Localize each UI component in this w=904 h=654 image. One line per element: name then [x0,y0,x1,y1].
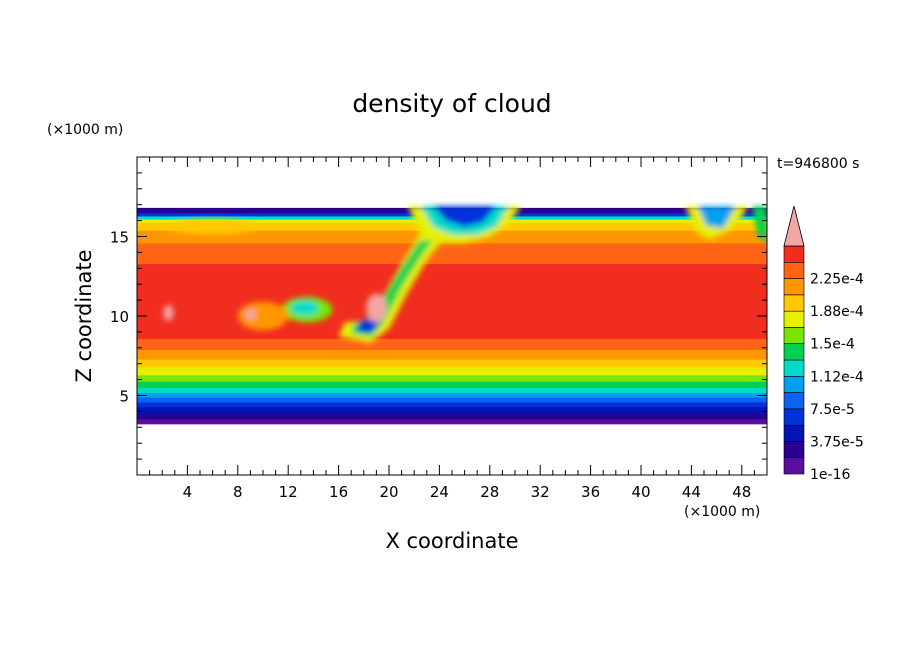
x-tick-label: 40 [631,483,650,501]
y-tick-label: 15 [110,229,129,247]
extreme-spot-1 [366,293,387,323]
x-axis-label: X coordinate [385,529,518,553]
x-tick-label: 24 [430,483,449,501]
y-unit-label: (×1000 m) [47,122,123,138]
x-tick-label: 32 [531,483,550,501]
colorbar-swatch [783,327,805,345]
colorbar-label: 1.12e-4 [810,369,864,385]
field-band-0 [137,412,767,420]
x-tick-label: 8 [233,483,243,501]
colorbar-swatch [783,359,805,377]
field-band-13 [137,242,767,265]
field-band-2 [137,401,767,408]
x-tick-label: 36 [581,483,600,501]
field-band-11 [137,338,767,350]
colorbar: 1e-16 3.75e-5 7.5e-5 1.12e-4 1.5e-4 1.88e-4 2.… [783,205,864,483]
field-band-1 [137,406,767,414]
x-unit-label: (×1000 m) [684,504,760,520]
eddy-left-warm [237,301,289,331]
colorbar-swatch [783,375,805,393]
cloud-density-field [137,206,767,425]
y-tick-label: 10 [110,308,129,326]
y-tick-label: 5 [119,388,129,406]
field-band-9 [137,358,767,368]
x-tick-label: 16 [329,483,348,501]
colorbar-swatch [783,457,805,475]
colorbar-swatch [783,392,805,410]
x-tick-label: 28 [480,483,499,501]
colorbar-label: 1.88e-4 [810,304,864,320]
x-tick-label: 44 [682,483,701,501]
field-band-10 [137,349,767,360]
field-band-3 [137,397,767,403]
field-band-8 [137,366,767,376]
colorbar-swatch [783,278,805,296]
colorbar-swatch [783,294,805,312]
field-band-7 [137,374,767,382]
extreme-spot-3 [163,304,174,321]
field-band-6 [137,381,767,389]
field-band-4 [137,392,767,398]
colorbar-swatch [783,343,805,361]
colorbar-swatch [783,441,805,459]
time-label: t=946800 s [777,156,859,172]
colorbar-swatch [783,408,805,426]
colorbar-label: 1e-16 [810,467,850,483]
right-edge-intrusion [751,206,767,243]
eddy-left-inner [290,300,319,316]
x-tick-label: 20 [379,483,398,501]
x-tick-label: 48 [732,483,751,501]
field-band-5 [137,387,767,393]
colorbar-extend-arrow [783,205,805,247]
colorbar-swatch [783,310,805,328]
colorbar-label: 2.25e-4 [810,272,864,288]
colorbar-label: 7.5e-5 [810,402,855,418]
colorbar-label: 3.75e-5 [810,434,864,450]
colorbar-swatch [783,245,805,263]
colorbar-swatch [783,261,805,279]
top-notch-inner [433,206,497,227]
y-axis-label: Z coordinate [72,249,96,382]
x-tick-label: 12 [279,483,298,501]
swirl-ul [168,219,257,235]
field-band-12 [137,263,767,339]
right-notch-inner [697,206,736,229]
cloud-base-fringe [137,419,767,425]
x-tick-label: 4 [183,483,193,501]
colorbar-label: 1.5e-4 [810,337,855,353]
y-axis: 5 10 15 [110,172,767,460]
x-axis: 4 8 12 16 20 24 28 32 36 40 44 48 [149,157,755,501]
chart-title: density of cloud [352,89,551,118]
colorbar-swatch [783,424,805,442]
extreme-spot-2 [245,308,256,320]
